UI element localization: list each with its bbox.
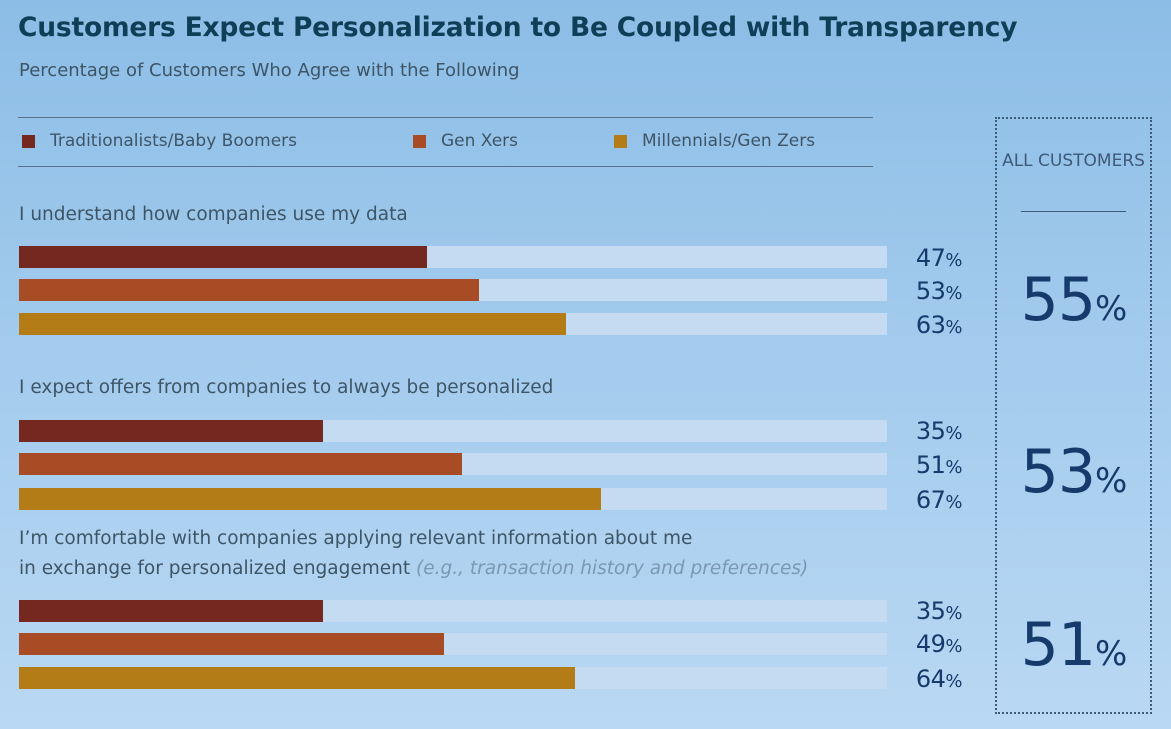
q1-bar-millennials-track — [19, 313, 887, 335]
q2-value-boomers-number: 35 — [915, 417, 946, 445]
q1-bar-boomers-track — [19, 246, 887, 268]
q2-bar-boomers-track — [19, 420, 887, 442]
legend: Traditionalists/Baby Boomers Gen Xers Mi… — [18, 117, 873, 167]
all-customers-panel: ALL CUSTOMERS 55% 53% 51% — [995, 117, 1152, 714]
q3-bar-millennials-track — [19, 667, 887, 689]
question-3-label-main: in exchange for personalized engagement — [19, 558, 411, 579]
q2-value-millennials-number: 67 — [915, 486, 946, 514]
all-customers-value-q2-number: 53 — [1020, 437, 1096, 507]
all-customers-value-q1-number: 55 — [1020, 265, 1096, 335]
q3-value-boomers-unit: % — [945, 603, 962, 624]
q3-value-boomers-number: 35 — [915, 597, 946, 625]
legend-item-genx: Gen Xers — [413, 131, 518, 151]
all-customers-divider — [1021, 211, 1126, 212]
all-customers-value-q3-unit: % — [1095, 634, 1127, 674]
q3-value-genx-unit: % — [945, 636, 962, 657]
q1-bar-boomers — [19, 246, 427, 268]
legend-label-millennials: Millennials/Gen Zers — [642, 131, 816, 151]
question-3-label-line1: I’m comfortable with companies applying … — [19, 528, 693, 549]
q2-value-millennials-unit: % — [945, 492, 962, 513]
q2-bar-millennials-track — [19, 488, 887, 510]
q3-value-millennials-number: 64 — [915, 665, 946, 693]
all-customers-value-q1: 55% — [997, 265, 1150, 335]
q1-value-millennials-unit: % — [945, 317, 962, 338]
all-customers-value-q2-unit: % — [1095, 461, 1127, 501]
q1-value-genx-unit: % — [945, 283, 962, 304]
q1-value-millennials: 63% — [892, 308, 963, 342]
q1-value-millennials-number: 63 — [915, 311, 946, 339]
q3-value-millennials-unit: % — [945, 671, 962, 692]
q2-bar-boomers — [19, 420, 323, 442]
question-1-label: I understand how companies use my data — [19, 204, 408, 225]
q2-value-genx-unit: % — [945, 457, 962, 478]
legend-item-boomers: Traditionalists/Baby Boomers — [22, 131, 297, 151]
q2-value-genx-number: 51 — [915, 451, 946, 479]
all-customers-value-q1-unit: % — [1095, 289, 1127, 329]
q3-bar-boomers-track — [19, 600, 887, 622]
all-customers-heading: ALL CUSTOMERS — [1002, 151, 1145, 171]
q2-value-boomers: 35% — [892, 414, 963, 448]
q3-value-genx-number: 49 — [915, 630, 946, 658]
legend-swatch-millennials — [614, 134, 627, 148]
q2-value-genx: 51% — [892, 448, 963, 482]
q2-value-boomers-unit: % — [945, 423, 962, 444]
q1-value-genx: 53% — [892, 274, 963, 308]
legend-swatch-genx — [413, 134, 426, 148]
all-customers-value-q2: 53% — [997, 437, 1150, 507]
q3-bar-genx-track — [19, 633, 887, 655]
q1-bar-millennials — [19, 313, 566, 335]
q3-bar-boomers — [19, 600, 323, 622]
q1-bar-genx-track — [19, 279, 887, 301]
q3-value-genx: 49% — [892, 627, 963, 661]
q2-bar-millennials — [19, 488, 601, 510]
q1-value-boomers-number: 47 — [915, 244, 946, 272]
q3-value-boomers: 35% — [892, 594, 963, 628]
question-2-label: I expect offers from companies to always… — [19, 377, 554, 398]
q2-value-millennials: 67% — [892, 483, 963, 517]
legend-label-genx: Gen Xers — [441, 131, 518, 151]
chart-subtitle: Percentage of Customers Who Agree with t… — [19, 60, 520, 81]
legend-swatch-boomers — [22, 134, 35, 148]
question-3-label-note: (e.g., transaction history and preferenc… — [416, 558, 809, 579]
q2-bar-genx — [19, 453, 462, 475]
q3-bar-genx — [19, 633, 445, 655]
legend-label-boomers: Traditionalists/Baby Boomers — [50, 131, 298, 151]
chart-title: Customers Expect Personalization to Be C… — [18, 12, 1018, 43]
all-customers-value-q3-number: 51 — [1020, 610, 1096, 680]
all-customers-value-q3: 51% — [997, 610, 1150, 680]
q1-value-boomers: 47% — [892, 241, 963, 275]
q3-bar-millennials — [19, 667, 575, 689]
legend-item-millennials: Millennials/Gen Zers — [614, 131, 815, 151]
q1-value-genx-number: 53 — [915, 277, 946, 305]
question-3-label-line2: in exchange for personalized engagement … — [19, 554, 808, 584]
q1-bar-genx — [19, 279, 480, 301]
q1-value-boomers-unit: % — [945, 250, 962, 271]
q3-value-millennials: 64% — [892, 662, 963, 696]
q2-bar-genx-track — [19, 453, 887, 475]
